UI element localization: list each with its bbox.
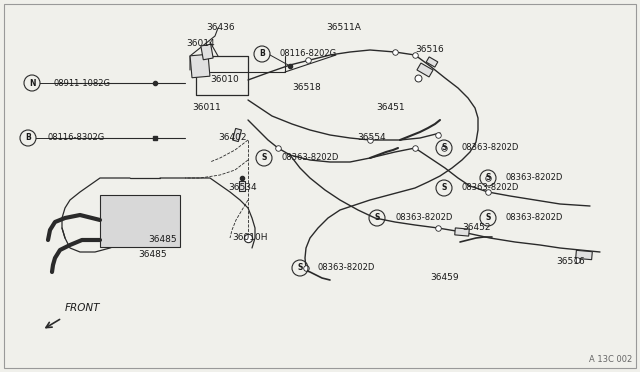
Text: B: B [259, 49, 265, 58]
Text: 36516: 36516 [415, 45, 444, 55]
Text: 36485: 36485 [148, 235, 177, 244]
Bar [455, 228, 469, 236]
Text: 36014: 36014 [186, 38, 214, 48]
Text: 36516: 36516 [556, 257, 585, 266]
Text: S: S [485, 173, 491, 183]
Text: 36534: 36534 [228, 183, 257, 192]
Text: 08363-8202D: 08363-8202D [462, 183, 520, 192]
Text: 08363-8202D: 08363-8202D [318, 263, 376, 273]
Bar [426, 57, 438, 67]
Text: S: S [485, 214, 491, 222]
Text: 36485: 36485 [138, 250, 166, 259]
Text: S: S [298, 263, 303, 273]
Text: 08116-8302G: 08116-8302G [48, 134, 105, 142]
Bar [417, 63, 433, 77]
Text: 08116-8202G: 08116-8202G [280, 49, 337, 58]
Text: 36436: 36436 [206, 23, 235, 32]
Text: 36010: 36010 [210, 76, 239, 84]
Text: N: N [29, 78, 35, 87]
Text: S: S [374, 214, 380, 222]
Text: A 13C 002: A 13C 002 [589, 355, 632, 364]
Text: 36554: 36554 [357, 134, 386, 142]
Text: B: B [25, 134, 31, 142]
Bar [576, 250, 592, 260]
Bar [190, 54, 210, 78]
Text: 08363-8202D: 08363-8202D [462, 144, 520, 153]
Bar [239, 181, 245, 191]
Text: 36452: 36452 [462, 224, 490, 232]
Text: 36451: 36451 [376, 103, 404, 112]
Text: S: S [442, 144, 447, 153]
Text: 08911-1082G: 08911-1082G [54, 78, 111, 87]
Bar [100, 195, 180, 247]
Text: 08363-8202D: 08363-8202D [395, 214, 452, 222]
Text: 36402: 36402 [218, 134, 246, 142]
Text: 36459: 36459 [430, 273, 459, 282]
Bar [232, 128, 241, 142]
Text: S: S [261, 154, 267, 163]
Text: 36511A: 36511A [326, 23, 361, 32]
Text: S: S [442, 183, 447, 192]
Text: 36010H: 36010H [232, 234, 268, 243]
Text: FRONT: FRONT [65, 303, 100, 313]
Bar [201, 44, 213, 60]
Text: 08363-8202D: 08363-8202D [506, 173, 563, 183]
Text: 36011: 36011 [192, 103, 221, 112]
Text: 08363-8202D: 08363-8202D [282, 154, 339, 163]
Text: 08363-8202D: 08363-8202D [506, 214, 563, 222]
Text: 36518: 36518 [292, 83, 321, 93]
